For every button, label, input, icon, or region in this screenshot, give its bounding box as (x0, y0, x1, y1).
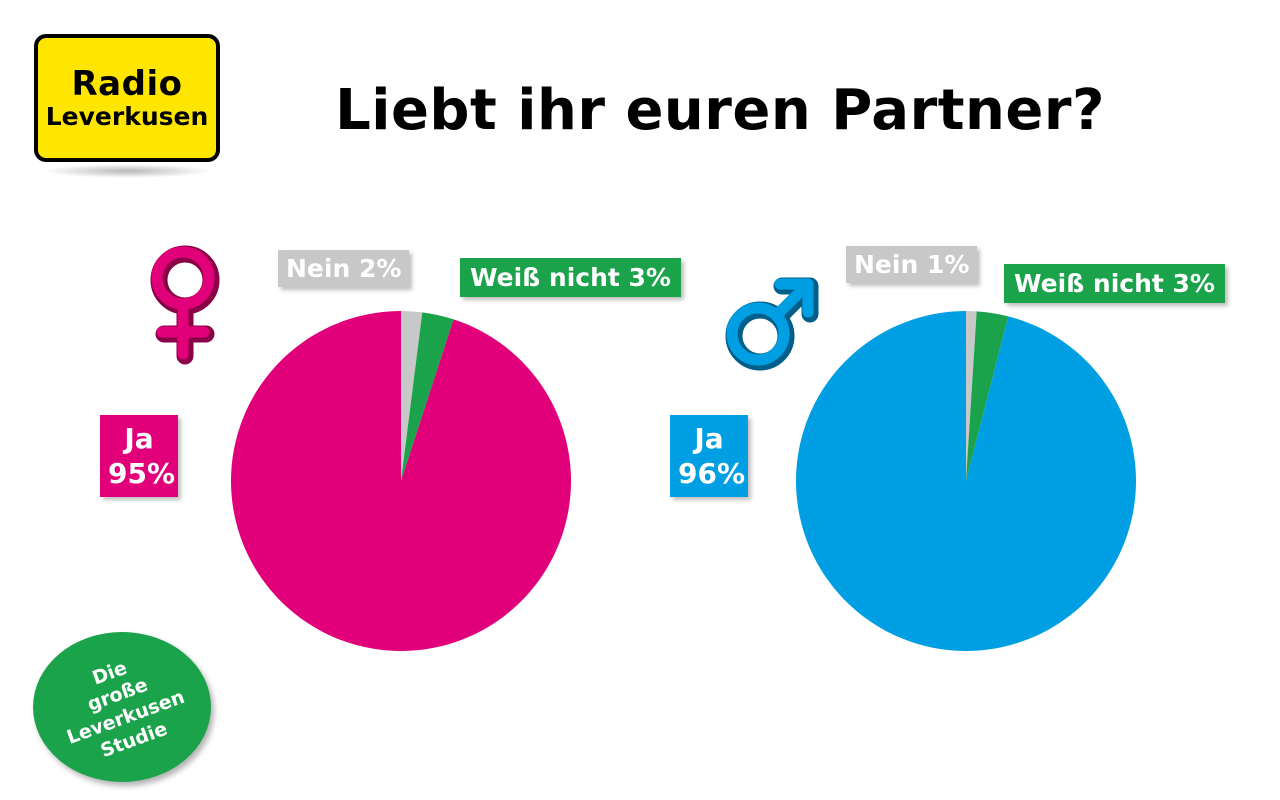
logo-line-leverkusen: Leverkusen (45, 101, 209, 131)
study-badge-text: Die große Leverkusen Studie (13, 606, 232, 800)
men-label-weiss-nicht: Weiß nicht 3% (1004, 264, 1225, 303)
women-slice-ja (230, 311, 571, 651)
women-label-nein: Nein 2% (278, 250, 410, 287)
women-ja-value: 95% (108, 457, 176, 490)
men-label-nein: Nein 1% (846, 246, 978, 283)
female-symbol-icon (150, 245, 220, 365)
radio-leverkusen-logo: Radio Leverkusen (34, 34, 220, 162)
logo-plate: Radio Leverkusen (38, 38, 216, 158)
study-badge: Die große Leverkusen Studie (33, 632, 211, 782)
women-label-weiss-nicht: Weiß nicht 3% (460, 258, 681, 297)
women-ja-category: Ja (124, 422, 154, 455)
logo-shadow (42, 164, 212, 178)
men-label-ja: Ja 96% (670, 415, 748, 497)
men-slice-weiss-nicht (966, 311, 1009, 481)
women-slice-nein (401, 311, 423, 481)
men-slice-ja (796, 311, 1136, 652)
page-title: Liebt ihr euren Partner? (335, 78, 1105, 143)
pie-chart-women (230, 311, 571, 651)
men-slice-nein (966, 311, 977, 481)
male-symbol-icon (725, 277, 819, 371)
men-ja-value: 96% (678, 457, 746, 490)
women-slice-weiss-nicht (401, 312, 454, 481)
women-label-ja: Ja 95% (100, 415, 178, 497)
men-ja-category: Ja (694, 422, 724, 455)
logo-line-radio: Radio (71, 63, 183, 104)
pie-chart-men (796, 311, 1136, 652)
